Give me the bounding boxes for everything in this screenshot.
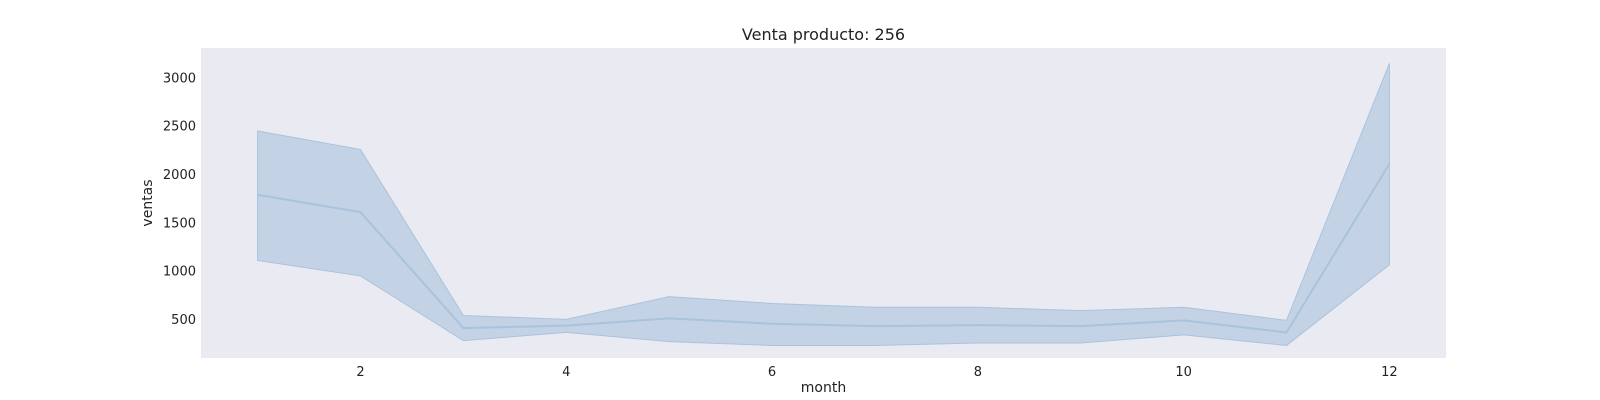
y-tick-label: 1500 <box>163 216 196 231</box>
series-line-0 <box>257 163 1391 334</box>
x-tick-label: 12 <box>1381 365 1398 380</box>
x-tick-label: 2 <box>356 365 364 380</box>
y-tick-labels: 500 1000 1500 2000 2500 3000 <box>163 71 196 327</box>
confidence-band-0 <box>257 63 1390 346</box>
x-tick-labels: 2 4 6 8 10 12 <box>356 365 1397 380</box>
y-tick-label: 3000 <box>163 71 196 86</box>
chart-title: Venta producto: 256 <box>742 25 905 44</box>
y-tick-label: 1000 <box>163 265 196 280</box>
confidence-band-layer <box>257 63 1390 346</box>
y-tick-label: 500 <box>171 313 196 328</box>
x-tick-label: 10 <box>1175 365 1192 380</box>
series-line-layer <box>257 163 1391 334</box>
y-axis-label: ventas <box>140 179 156 226</box>
x-axis-label: month <box>801 380 846 396</box>
x-tick-label: 8 <box>974 365 982 380</box>
x-tick-label: 6 <box>768 365 776 380</box>
x-tick-label: 4 <box>562 365 570 380</box>
y-tick-label: 2000 <box>163 168 196 183</box>
y-tick-label: 2500 <box>163 120 196 135</box>
